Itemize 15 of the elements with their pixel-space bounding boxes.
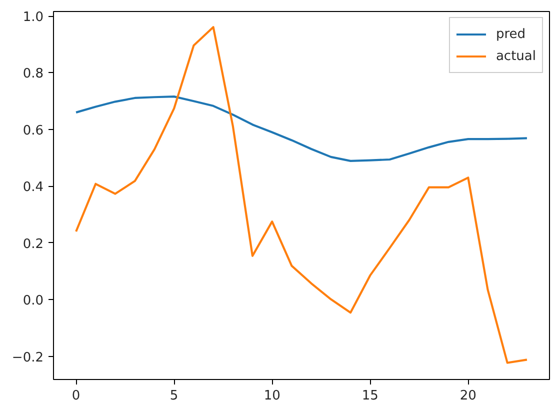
y-tick-label: 0.8 [22, 66, 44, 82]
x-tick-label: 15 [362, 388, 378, 404]
line-series [74, 96, 528, 162]
x-tick-label: 20 [460, 388, 476, 404]
y-tick-label: 0.0 [22, 294, 44, 309]
legend-label: pred [496, 26, 526, 42]
y-tick-label: −0.2 [12, 350, 44, 366]
y-tick-label: 0.2 [22, 236, 44, 252]
y-tick-label: 0.6 [22, 123, 44, 138]
x-tick-label: 5 [170, 388, 178, 404]
legend-label: actual [496, 48, 536, 64]
x-tick-label: 0 [72, 388, 80, 404]
y-tick-label: 0.4 [22, 180, 44, 196]
x-tick-label: 10 [264, 388, 280, 404]
y-tick-label: 1.0 [22, 10, 44, 26]
